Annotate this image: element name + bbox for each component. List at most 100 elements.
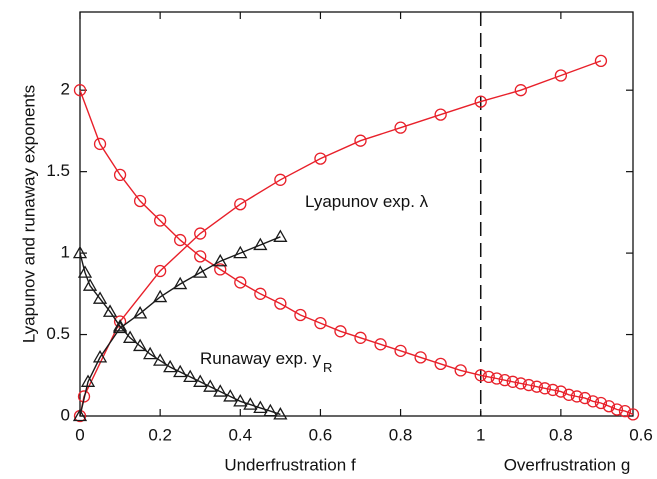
circle-marker <box>482 370 495 384</box>
triangle-marker <box>233 394 248 407</box>
circle-marker <box>77 390 91 403</box>
circle-marker <box>474 95 487 108</box>
circle-marker <box>194 250 207 263</box>
y-tick-label: 0.5 <box>46 324 70 343</box>
triangle-marker <box>102 304 118 317</box>
circle-marker <box>234 276 247 289</box>
circle-marker <box>554 385 568 398</box>
circle-marker <box>530 380 543 393</box>
circle-marker <box>570 390 584 403</box>
y-tick-label: 1.5 <box>46 161 70 180</box>
circle-marker <box>514 377 527 390</box>
circle-marker <box>618 404 632 418</box>
circle-marker <box>234 198 247 211</box>
triangle-marker <box>163 359 178 373</box>
circle-marker <box>610 403 624 416</box>
circle-marker <box>474 369 487 382</box>
plot-frame <box>79 11 634 417</box>
circle-marker <box>374 338 387 351</box>
triangle-marker <box>203 379 218 392</box>
circle-marker <box>554 69 568 82</box>
y-axis-label: Lyapunov and runaway exponents <box>19 85 38 343</box>
circle-marker <box>562 388 576 401</box>
circle-marker <box>314 152 327 165</box>
y-tick-label: 0 <box>61 405 70 424</box>
circle-marker <box>546 383 560 397</box>
triangle-marker <box>273 229 288 242</box>
circle-marker <box>594 54 608 68</box>
series-line <box>79 89 634 416</box>
circle-marker <box>454 364 467 377</box>
circle-marker <box>394 344 407 357</box>
triangle-marker <box>253 237 268 251</box>
circle-marker <box>414 351 427 364</box>
triangle-marker <box>233 245 248 259</box>
triangle-marker <box>223 389 238 402</box>
circle-marker <box>93 137 107 151</box>
circle-marker <box>254 287 267 300</box>
circle-marker <box>334 325 347 338</box>
circle-marker <box>194 227 207 240</box>
circle-marker <box>586 395 600 408</box>
circle-marker <box>214 263 227 276</box>
triangle-marker <box>72 245 88 259</box>
annotation: Lyapunov exp. λ <box>305 192 429 211</box>
x-axis-label-left: Underfrustration f <box>224 455 356 474</box>
x-tick-label: 0.2 <box>148 425 172 444</box>
triangle-marker <box>112 320 128 334</box>
triangle-marker <box>213 253 228 267</box>
x-tick-label: 0.8 <box>549 425 573 444</box>
circle-marker <box>434 108 447 121</box>
circle-marker <box>626 408 640 421</box>
triangle-marker <box>153 353 168 366</box>
circle-marker <box>490 372 503 385</box>
circle-marker <box>498 374 511 387</box>
triangle-marker <box>143 346 158 360</box>
triangle-marker <box>153 289 168 303</box>
x-tick-label: 1 <box>476 425 485 444</box>
series-line <box>79 236 281 417</box>
circle-marker <box>394 121 407 134</box>
triangle-marker <box>112 319 128 332</box>
circle-marker <box>514 84 527 97</box>
triangle-marker <box>263 403 278 417</box>
triangle-marker <box>243 397 258 410</box>
circle-marker <box>602 400 616 413</box>
annotation-subscript: R <box>323 360 332 375</box>
y-tick-label: 1 <box>61 243 70 262</box>
circle-marker <box>506 375 519 388</box>
triangle-marker <box>80 374 96 387</box>
triangle-marker <box>173 276 188 290</box>
circle-marker <box>354 134 367 147</box>
triangle-marker <box>92 350 108 363</box>
x-tick-label: 0.6 <box>629 425 653 444</box>
triangle-marker <box>82 278 98 291</box>
x-axis-label-right: Overfrustration g <box>504 455 631 474</box>
circle-marker <box>274 297 287 310</box>
triangle-marker <box>183 369 198 383</box>
x-tick-label: 0.8 <box>389 425 413 444</box>
x-tick-label: 0.4 <box>228 425 252 444</box>
x-tick-label: 0 <box>75 425 84 444</box>
triangle-marker <box>72 408 88 422</box>
triangle-marker <box>132 306 148 319</box>
circle-marker <box>594 396 608 410</box>
circle-marker <box>354 331 367 344</box>
triangle-marker <box>273 407 288 420</box>
circle-marker <box>73 84 87 97</box>
circle-marker <box>294 308 307 322</box>
triangle-marker <box>122 330 138 343</box>
circle-marker <box>314 316 327 330</box>
circle-marker <box>174 233 187 247</box>
triangle-marker <box>173 364 188 378</box>
triangle-marker <box>132 338 148 352</box>
circle-marker <box>522 378 535 392</box>
circle-marker <box>153 264 167 278</box>
triangle-marker <box>213 384 228 397</box>
circle-marker <box>113 168 127 182</box>
circle-marker <box>578 391 592 405</box>
annotation-text: Runaway exp. y <box>200 349 321 368</box>
triangle-marker <box>253 400 268 414</box>
